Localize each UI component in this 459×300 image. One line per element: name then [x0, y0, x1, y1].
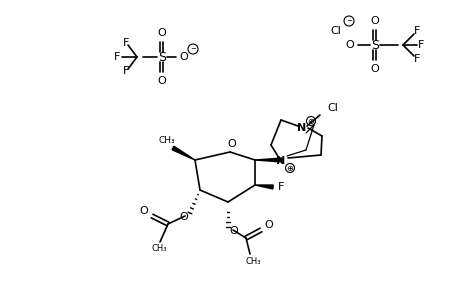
- Text: O: O: [179, 212, 188, 222]
- Text: F: F: [417, 40, 423, 50]
- Text: Cl: Cl: [330, 26, 341, 36]
- Text: F: F: [123, 38, 129, 48]
- Text: O: O: [370, 64, 379, 74]
- Text: O: O: [345, 40, 353, 50]
- Text: F: F: [123, 66, 129, 76]
- Text: F: F: [413, 26, 419, 36]
- Text: N: N: [276, 156, 285, 166]
- Text: O: O: [157, 76, 166, 86]
- Text: CH₃: CH₃: [158, 136, 175, 145]
- Text: CH₃: CH₃: [151, 244, 166, 253]
- Text: F: F: [113, 52, 120, 62]
- Text: O: O: [264, 220, 273, 230]
- Text: CH₃: CH₃: [245, 256, 260, 266]
- Text: F: F: [413, 54, 419, 64]
- Text: ⊕: ⊕: [286, 164, 293, 172]
- Text: O: O: [140, 206, 148, 216]
- Text: N: N: [297, 123, 306, 133]
- Text: S: S: [370, 38, 378, 52]
- Text: O: O: [179, 52, 188, 62]
- Polygon shape: [172, 146, 195, 160]
- Text: O: O: [370, 16, 379, 26]
- Text: −: −: [345, 18, 351, 24]
- Polygon shape: [254, 158, 281, 162]
- Text: O: O: [227, 139, 236, 149]
- Text: O: O: [229, 226, 238, 236]
- Polygon shape: [254, 185, 273, 189]
- Text: −: −: [190, 46, 196, 52]
- Text: F: F: [277, 182, 284, 192]
- Text: O: O: [157, 28, 166, 38]
- Text: Cl: Cl: [327, 103, 338, 113]
- Text: S: S: [157, 50, 166, 64]
- Text: ⊕: ⊕: [307, 116, 314, 125]
